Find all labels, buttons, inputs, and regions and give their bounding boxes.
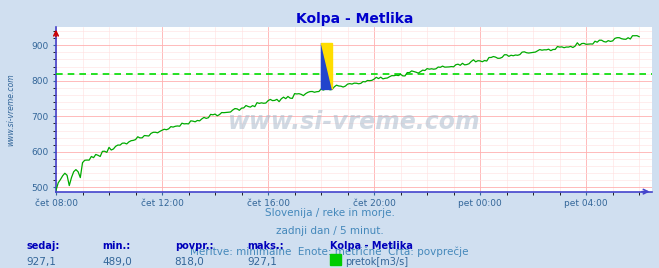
Text: www.si-vreme.com: www.si-vreme.com bbox=[7, 73, 16, 146]
Text: maks.:: maks.: bbox=[247, 241, 284, 251]
Text: 489,0: 489,0 bbox=[102, 257, 132, 267]
Polygon shape bbox=[322, 43, 332, 90]
Text: min.:: min.: bbox=[102, 241, 130, 251]
Text: pretok[m3/s]: pretok[m3/s] bbox=[345, 257, 409, 267]
Text: Kolpa - Metlika: Kolpa - Metlika bbox=[330, 241, 413, 251]
Text: 818,0: 818,0 bbox=[175, 257, 204, 267]
Text: zadnji dan / 5 minut.: zadnji dan / 5 minut. bbox=[275, 226, 384, 236]
Text: Slovenija / reke in morje.: Slovenija / reke in morje. bbox=[264, 208, 395, 218]
Text: Meritve: minimalne  Enote: metrične  Črta: povprečje: Meritve: minimalne Enote: metrične Črta:… bbox=[190, 245, 469, 257]
Text: www.si-vreme.com: www.si-vreme.com bbox=[228, 110, 480, 134]
Text: sedaj:: sedaj: bbox=[26, 241, 60, 251]
Polygon shape bbox=[322, 43, 332, 90]
Text: 927,1: 927,1 bbox=[26, 257, 56, 267]
Text: povpr.:: povpr.: bbox=[175, 241, 213, 251]
Title: Kolpa - Metlika: Kolpa - Metlika bbox=[295, 12, 413, 26]
Text: 927,1: 927,1 bbox=[247, 257, 277, 267]
